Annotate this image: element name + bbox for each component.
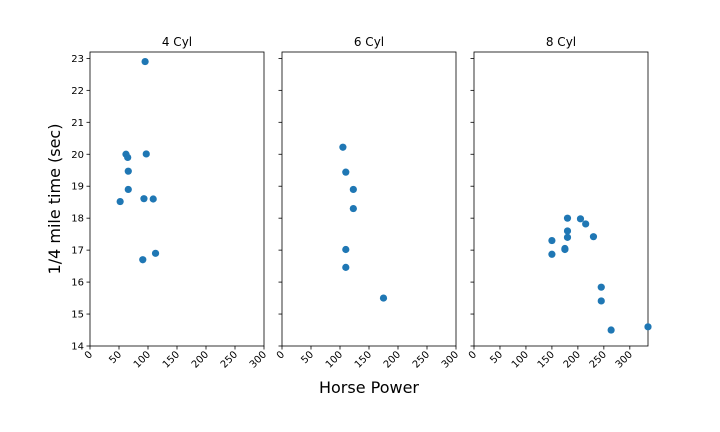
y-tick-label: 16 bbox=[71, 278, 84, 289]
x-tick-label: 100 bbox=[324, 349, 345, 370]
plot-frame bbox=[473, 51, 649, 347]
x-tick-label: 250 bbox=[588, 349, 609, 370]
data-point bbox=[597, 283, 605, 291]
data-point bbox=[589, 233, 598, 241]
y-tick-label: 19 bbox=[71, 182, 84, 193]
data-point bbox=[149, 195, 157, 203]
data-point bbox=[151, 249, 160, 257]
x-tick-label: 250 bbox=[411, 349, 432, 370]
x-tick-label: 0 bbox=[275, 349, 287, 361]
plot-frame bbox=[89, 51, 265, 347]
data-point bbox=[124, 167, 132, 175]
data-point bbox=[644, 323, 652, 331]
data-point bbox=[349, 204, 357, 213]
data-point bbox=[379, 294, 388, 302]
x-tick-label: 250 bbox=[219, 349, 240, 370]
data-point bbox=[576, 215, 585, 223]
x-tick-label: 300 bbox=[440, 349, 461, 370]
x-tick-label: 0 bbox=[467, 349, 479, 361]
data-point bbox=[548, 250, 556, 258]
data-point bbox=[561, 244, 569, 253]
panel-title: 4 Cyl bbox=[162, 35, 192, 49]
y-tick-label: 21 bbox=[71, 118, 84, 129]
panel-2: 6 Cyl 0 50 100 150 200 250 300 bbox=[275, 35, 461, 371]
x-tick-label: 200 bbox=[382, 349, 403, 370]
data-point bbox=[116, 197, 124, 206]
y-tick-label: 15 bbox=[71, 310, 84, 321]
x-tick-label: 150 bbox=[353, 349, 374, 370]
x-axis-label: Horse Power bbox=[319, 378, 419, 397]
x-tick-label: 0 bbox=[83, 349, 95, 361]
data-point bbox=[140, 195, 148, 203]
x-tick-label: 150 bbox=[161, 349, 182, 370]
data-point bbox=[597, 297, 605, 305]
data-point bbox=[349, 185, 357, 194]
x-tick-label: 200 bbox=[190, 349, 211, 370]
data-point bbox=[342, 168, 350, 176]
x-tick-label: 300 bbox=[248, 349, 269, 370]
x-tick-label: 50 bbox=[299, 349, 316, 366]
data-point bbox=[139, 256, 147, 264]
y-tick-label: 14 bbox=[71, 342, 84, 353]
data-point bbox=[142, 150, 150, 158]
plot-frame bbox=[281, 51, 457, 347]
x-tick-label: 50 bbox=[488, 349, 505, 366]
panel-1: 4 Cyl 0 50 100 150 200 250 300 14 15 16 17 18 19 20 21 2… bbox=[71, 35, 269, 371]
x-tick-label: 100 bbox=[132, 349, 153, 370]
data-point bbox=[563, 227, 572, 235]
data-point bbox=[339, 143, 347, 151]
y-axis-label: 1/4 mile time (sec) bbox=[45, 124, 64, 275]
y-tick-label: 23 bbox=[71, 54, 84, 65]
data-point bbox=[548, 236, 556, 245]
data-point bbox=[124, 185, 132, 194]
x-tick-label: 200 bbox=[562, 349, 583, 370]
data-point bbox=[342, 245, 350, 254]
data-point bbox=[124, 153, 132, 162]
data-point bbox=[607, 326, 615, 334]
y-tick-label: 18 bbox=[71, 214, 84, 225]
x-tick-label: 50 bbox=[107, 349, 124, 366]
data-point bbox=[563, 233, 572, 241]
y-tick-label: 17 bbox=[71, 246, 84, 257]
y-tick-label: 22 bbox=[71, 86, 84, 97]
panel-3: 8 Cyl 0 50 100 150 200 250 300 bbox=[467, 35, 652, 371]
data-point bbox=[582, 220, 590, 228]
data-point bbox=[563, 214, 572, 222]
data-point bbox=[141, 57, 149, 66]
data-point bbox=[342, 263, 350, 271]
panel-title: 6 Cyl bbox=[354, 35, 384, 49]
panel-title: 8 Cyl bbox=[546, 35, 576, 49]
x-tick-label: 300 bbox=[614, 349, 635, 370]
x-tick-label: 150 bbox=[536, 349, 557, 370]
y-tick-label: 20 bbox=[71, 150, 84, 161]
x-tick-label: 100 bbox=[510, 349, 531, 370]
